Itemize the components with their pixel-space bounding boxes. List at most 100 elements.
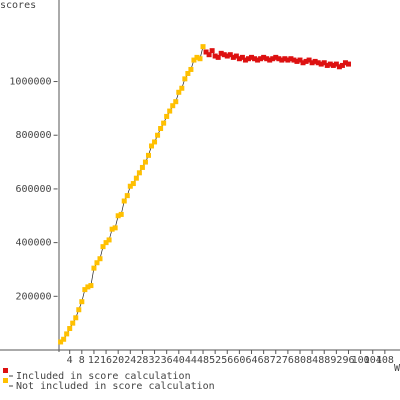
point	[233, 53, 239, 59]
point	[261, 54, 267, 60]
x-tick-label: 48	[197, 355, 209, 366]
point	[155, 132, 161, 138]
point	[345, 61, 351, 67]
x-tick-label: 76	[282, 355, 294, 366]
point	[252, 56, 258, 62]
point	[118, 211, 124, 217]
point	[282, 56, 288, 62]
x-tick-label: 24	[124, 355, 136, 366]
x-tick-label: 40	[173, 355, 185, 366]
series-line	[60, 46, 204, 343]
point	[249, 54, 255, 60]
point	[285, 57, 291, 63]
x-tick-label: 88	[318, 355, 330, 366]
point	[179, 85, 185, 91]
point	[88, 283, 94, 289]
point	[106, 237, 112, 243]
point	[197, 56, 203, 62]
point	[91, 265, 97, 271]
y-tick-label: 600000	[15, 184, 51, 195]
point	[133, 175, 139, 181]
point	[291, 57, 297, 63]
x-tick-label: 20	[112, 355, 124, 366]
x-tick-label: 100	[352, 355, 370, 366]
point	[227, 52, 233, 58]
x-tick-label: 28	[136, 355, 148, 366]
point	[321, 60, 327, 66]
point	[336, 64, 342, 70]
point	[188, 66, 194, 72]
legend-label: Included in score calculation	[16, 371, 191, 382]
point	[79, 299, 85, 305]
point	[255, 57, 261, 63]
point	[94, 260, 100, 266]
point	[103, 240, 109, 246]
x-tick-label: 92	[330, 355, 342, 366]
y-tick-label: 800000	[15, 130, 51, 141]
point	[161, 120, 167, 126]
point	[239, 54, 245, 60]
x-tick-label: 104	[364, 355, 382, 366]
point	[318, 61, 324, 67]
x-tick-label: 108	[376, 355, 394, 366]
point	[230, 54, 236, 60]
point	[242, 57, 248, 63]
legend-swatch	[3, 378, 8, 383]
x-tick-label: 44	[185, 355, 197, 366]
point	[194, 54, 200, 60]
point	[185, 70, 191, 76]
point	[279, 57, 285, 63]
point	[158, 126, 164, 132]
point	[303, 58, 309, 64]
point	[324, 62, 330, 68]
point	[145, 152, 151, 158]
point	[127, 183, 133, 189]
point	[206, 52, 212, 58]
point	[124, 193, 130, 199]
point	[164, 113, 170, 119]
y-tick-label: 400000	[15, 238, 51, 249]
point	[245, 56, 251, 62]
x-tick-label: 80	[294, 355, 306, 366]
point	[152, 139, 158, 145]
x-tick-label: 64	[245, 355, 257, 366]
point	[300, 60, 306, 66]
point	[70, 320, 76, 326]
point	[270, 56, 276, 62]
point	[315, 60, 321, 66]
point	[342, 60, 348, 66]
point	[236, 56, 242, 62]
point	[85, 284, 91, 290]
point	[97, 256, 103, 262]
legend-label: Not included in score calculation	[16, 381, 215, 392]
x-tick-label: 84	[306, 355, 318, 366]
point	[100, 244, 106, 250]
point	[191, 57, 197, 63]
x-tick-label: 96	[342, 355, 354, 366]
y-tick-label: 200000	[15, 291, 51, 302]
point	[267, 57, 273, 63]
point	[167, 108, 173, 114]
x-tick-label: 52	[209, 355, 221, 366]
point	[73, 315, 79, 321]
point	[115, 213, 121, 219]
x-tick-label: 8	[79, 355, 85, 366]
point	[297, 57, 303, 63]
point	[109, 226, 115, 232]
x-tick-label: 4	[67, 355, 73, 366]
y-axis-label: scores	[0, 0, 36, 11]
point	[112, 225, 118, 231]
point	[203, 49, 209, 55]
point	[224, 53, 230, 59]
point	[276, 56, 282, 62]
point	[64, 331, 70, 337]
point	[273, 54, 279, 60]
point	[309, 60, 315, 66]
point	[288, 56, 294, 62]
point	[264, 56, 270, 62]
point	[258, 56, 264, 62]
point	[82, 287, 88, 293]
x-tick-label: 68	[258, 355, 270, 366]
point	[215, 54, 221, 60]
